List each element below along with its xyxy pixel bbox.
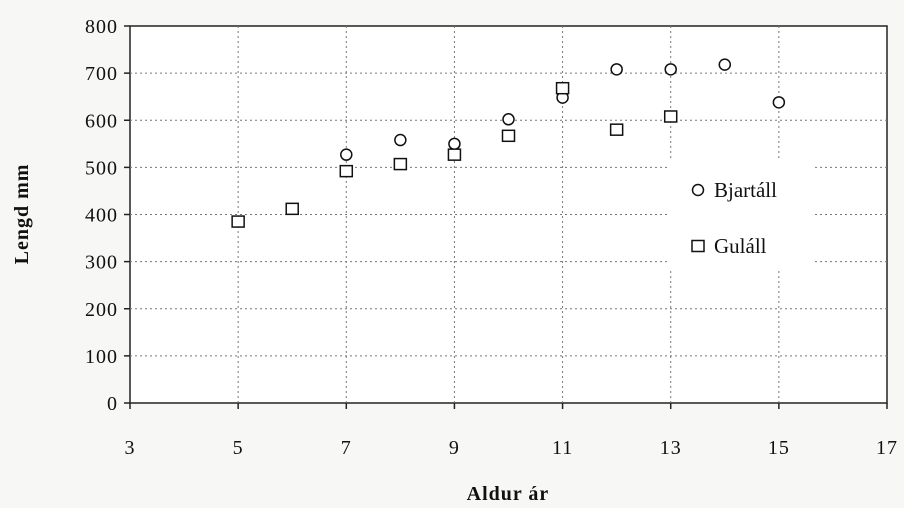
square-point: [285, 202, 299, 216]
y-axis-ticks: 0 100 200 300 400 500 600 700 800: [85, 16, 130, 415]
legend-marker-circle: [691, 183, 705, 197]
y-tick-label: 800: [85, 16, 118, 38]
y-tick-label: 200: [85, 299, 118, 321]
legend: Bjartáll Guláll: [691, 178, 777, 258]
x-tick-label: 11: [552, 437, 573, 459]
x-tick-label: 15: [768, 437, 790, 459]
x-axis-title: Aldur ár: [467, 483, 550, 505]
y-tick-label: 100: [85, 346, 118, 368]
legend-label: Bjartáll: [714, 178, 777, 202]
square-point: [663, 110, 678, 123]
square-point: [501, 129, 516, 143]
square-point: [393, 157, 408, 171]
x-tick-label: 7: [341, 437, 352, 459]
square-point: [609, 123, 624, 136]
square-point: [231, 215, 245, 228]
square-point: [447, 148, 462, 161]
y-tick-label: 0: [107, 393, 118, 415]
x-tick-label: 5: [233, 437, 244, 459]
y-tick-label: 700: [85, 63, 118, 85]
x-tick-label: 3: [125, 437, 136, 459]
circle-point: [448, 137, 461, 151]
y-tick-label: 600: [85, 110, 118, 132]
y-tick-label: 500: [85, 157, 118, 179]
circle-point: [610, 63, 623, 76]
x-tick-label: 9: [449, 437, 460, 459]
legend-label: Guláll: [714, 234, 767, 258]
data-points: [231, 58, 786, 228]
y-tick-label: 300: [85, 252, 118, 274]
circle-point: [340, 148, 353, 161]
circle-point: [502, 113, 515, 126]
circle-point: [394, 133, 407, 147]
square-point: [555, 81, 570, 95]
square-point: [339, 164, 354, 178]
circle-point: [664, 63, 677, 76]
circle-point: [772, 96, 786, 109]
x-axis-ticks: 3 5 7 9 11 13 15 17: [125, 403, 898, 459]
x-tick-label: 13: [660, 437, 682, 459]
legend-marker-square: [691, 239, 705, 253]
y-tick-label: 400: [85, 205, 118, 227]
circle-point: [718, 58, 732, 71]
x-tick-label: 17: [876, 437, 898, 459]
y-axis-title: Lengd mm: [11, 164, 33, 265]
